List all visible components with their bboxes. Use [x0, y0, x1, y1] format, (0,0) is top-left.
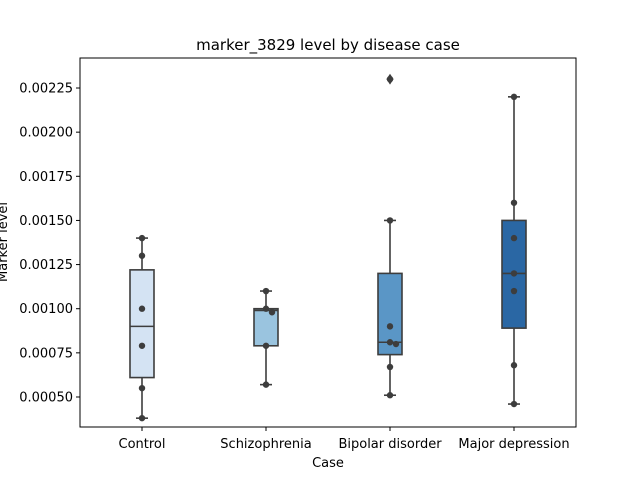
- y-tick-label: 0.00125: [19, 258, 73, 273]
- data-point: [262, 287, 270, 295]
- data-point: [386, 363, 394, 371]
- data-point: [386, 323, 394, 330]
- axes-frame: [79, 57, 577, 428]
- y-tick-label: 0.00050: [19, 390, 73, 405]
- data-point: [138, 305, 146, 312]
- data-point: [138, 252, 146, 259]
- data-point: [268, 309, 276, 316]
- y-tick-label: 0.00175: [19, 170, 73, 185]
- data-point: [510, 93, 518, 101]
- data-point: [386, 75, 394, 83]
- x-tick-label: Control: [119, 437, 166, 452]
- x-axis-label: Case: [312, 456, 344, 471]
- data-point: [262, 305, 270, 312]
- data-point: [510, 199, 518, 206]
- y-tick-label: 0.00075: [19, 346, 73, 361]
- data-point: [138, 342, 146, 349]
- data-point: [392, 340, 400, 348]
- data-point: [262, 342, 270, 349]
- y-tick-label: 0.00225: [19, 82, 73, 97]
- x-tick-label: Major depression: [458, 437, 569, 452]
- y-tick-label: 0.00100: [19, 302, 73, 317]
- data-point: [510, 287, 518, 295]
- data-point: [386, 392, 394, 399]
- plot-area: 0.00050 0.00075 0.00100 0.00125 0.00150 0.001…: [19, 73, 570, 452]
- chart-title: marker_3829 level by disease case: [196, 36, 460, 55]
- data-point: [386, 339, 394, 346]
- data-point: [138, 384, 146, 392]
- y-tick-label: 0.00200: [19, 126, 73, 141]
- y-axis-label: Marker level: [0, 202, 11, 282]
- y-tick-label: 0.00150: [19, 214, 73, 229]
- data-point: [510, 400, 518, 408]
- data-point: [510, 270, 518, 277]
- box-iqr: [129, 269, 155, 379]
- x-tick-label: Schizophrenia: [220, 437, 311, 452]
- data-point: [138, 234, 146, 242]
- data-point: [138, 414, 146, 422]
- data-point: [510, 362, 518, 369]
- x-tick-label: Bipolar disorder: [338, 437, 442, 452]
- data-point: [262, 381, 270, 388]
- data-point: [386, 217, 394, 224]
- data-point: [510, 234, 518, 242]
